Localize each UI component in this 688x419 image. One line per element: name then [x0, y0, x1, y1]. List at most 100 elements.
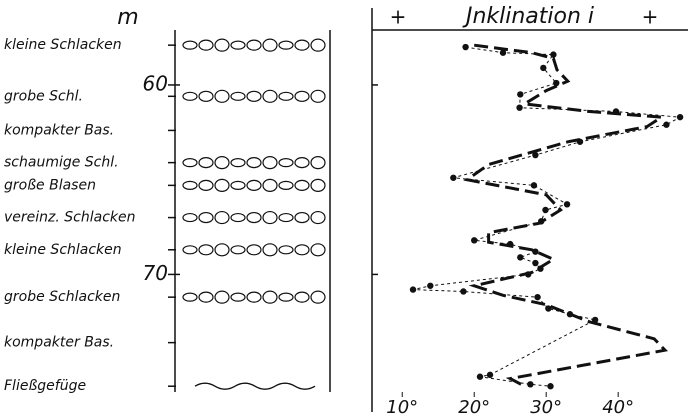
- smoothed-curve: [463, 43, 668, 388]
- rock-symbol: [294, 211, 310, 224]
- rock-symbol: [246, 211, 262, 224]
- rock-symbol: [310, 243, 326, 257]
- rock-symbol: [230, 245, 246, 255]
- rock-symbol: [230, 212, 246, 223]
- x-tick-label: 40°: [602, 397, 634, 418]
- rock-symbol: [310, 156, 326, 170]
- flow-symbol: [234, 382, 276, 390]
- rock-symbol: [262, 290, 278, 304]
- layer-label: Fließgefüge: [4, 378, 86, 394]
- title-mark: +: [642, 5, 659, 29]
- y-tick-label: 60: [143, 71, 168, 95]
- rock-symbol: [182, 158, 198, 168]
- rock-symbol: [230, 180, 246, 190]
- rock-symbol: [294, 179, 310, 191]
- layer-label: kleine Schlacken: [4, 37, 122, 53]
- rock-symbol: [246, 90, 262, 102]
- data-point: [462, 43, 469, 51]
- rock-symbol: [278, 180, 294, 190]
- data-line: [412, 46, 682, 387]
- data-point: [540, 64, 547, 72]
- rock-symbol: [230, 158, 246, 168]
- flow-symbol: [274, 382, 316, 390]
- rock-symbol: [182, 245, 198, 255]
- layer-label: kompakter Bas.: [4, 122, 114, 138]
- rock-symbol: [294, 39, 310, 51]
- rock-symbol: [214, 243, 230, 257]
- data-point: [530, 182, 538, 189]
- flow-symbol: [194, 382, 236, 390]
- rock-symbol: [214, 290, 230, 304]
- rock-symbol: [182, 40, 198, 50]
- data-point: [532, 248, 539, 255]
- data-point: [553, 79, 560, 87]
- rock-symbol: [214, 156, 230, 170]
- rock-symbol: [198, 157, 214, 169]
- rock-symbol: [278, 91, 294, 101]
- data-point: [550, 51, 557, 58]
- rock-symbol: [198, 179, 214, 191]
- data-point: [499, 49, 507, 56]
- rock-symbol: [214, 178, 230, 192]
- rock-symbol: [278, 40, 294, 50]
- layer-label: schaumige Schl.: [4, 155, 119, 171]
- rock-symbol: [294, 244, 310, 256]
- layer-label: große Blasen: [4, 177, 96, 193]
- rock-symbol: [294, 90, 310, 102]
- rock-symbol: [278, 212, 294, 223]
- rock-symbol: [278, 245, 294, 255]
- rock-symbol: [182, 292, 198, 302]
- data-point: [663, 121, 670, 128]
- rock-symbol: [198, 211, 214, 224]
- rock-symbol: [246, 157, 262, 169]
- data-point: [547, 383, 554, 390]
- rock-symbol: [246, 291, 262, 303]
- rock-symbol: [182, 212, 198, 223]
- data-point: [471, 237, 478, 244]
- rock-symbol: [230, 91, 246, 101]
- data-point: [460, 288, 467, 295]
- rock-symbol: [310, 290, 326, 304]
- layer-label: vereinz. Schlacken: [4, 210, 136, 226]
- x-tick-label: 30°: [530, 397, 562, 418]
- data-point: [527, 381, 534, 388]
- y-tick-label: 70: [143, 261, 168, 285]
- rock-symbol: [214, 210, 230, 225]
- layer-label: grobe Schl.: [4, 88, 83, 104]
- rock-symbol: [310, 178, 326, 192]
- layer-label: grobe Schlacken: [4, 289, 120, 305]
- rock-symbol: [262, 210, 278, 225]
- rock-symbol: [294, 157, 310, 169]
- rock-symbol: [246, 244, 262, 256]
- layer-label: kleine Schlacken: [4, 242, 122, 258]
- y-axis-label: m: [117, 5, 138, 30]
- rock-symbol: [294, 291, 310, 303]
- rock-symbol: [262, 178, 278, 192]
- data-point: [517, 91, 524, 98]
- rock-symbol: [262, 38, 278, 52]
- rock-symbol: [246, 39, 262, 51]
- rock-symbol: [310, 38, 326, 52]
- rock-symbol: [230, 292, 246, 302]
- chart-title: Jnklination i: [462, 4, 594, 29]
- rock-symbol: [262, 89, 278, 103]
- rock-symbol: [182, 180, 198, 190]
- layer-label: kompakter Bas.: [4, 335, 114, 351]
- rock-symbol: [198, 90, 214, 102]
- title-mark: +: [390, 5, 407, 29]
- data-point: [476, 373, 484, 380]
- data-point: [563, 201, 571, 208]
- data-point: [450, 174, 457, 181]
- rock-symbol: [310, 89, 326, 103]
- data-point: [486, 371, 494, 379]
- rock-symbol: [278, 158, 294, 168]
- rock-symbol: [214, 38, 230, 52]
- data-point: [545, 305, 552, 312]
- data-point: [532, 259, 539, 267]
- data-point: [516, 104, 523, 111]
- x-tick-label: 10°: [386, 397, 418, 418]
- rock-symbol: [230, 40, 246, 50]
- rock-symbol: [262, 243, 278, 257]
- data-point: [542, 206, 549, 214]
